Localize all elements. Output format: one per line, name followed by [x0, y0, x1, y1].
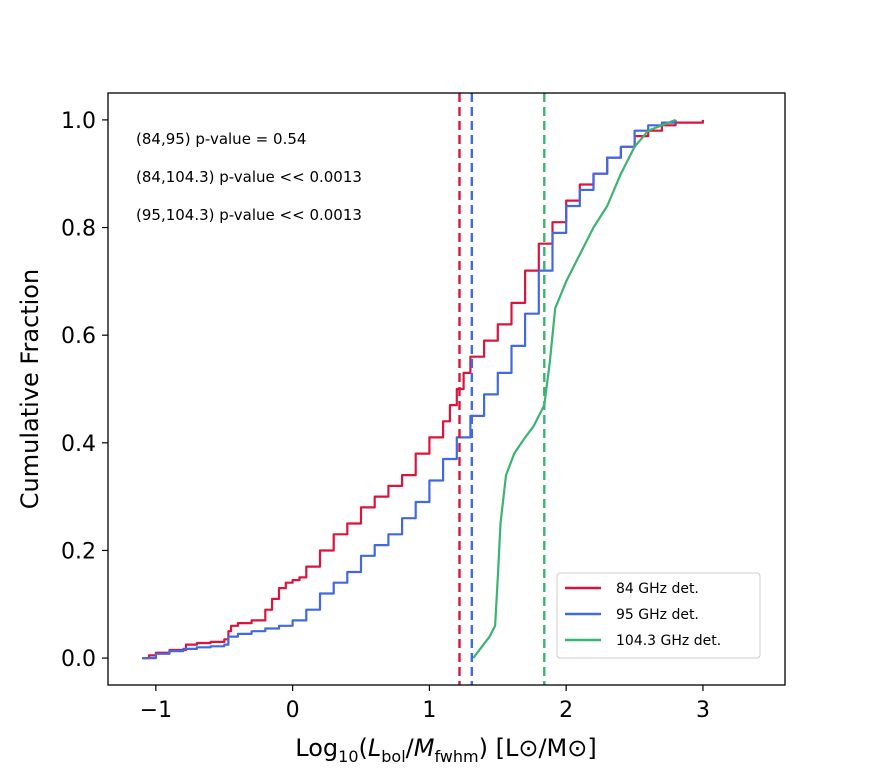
- y-axis-label: Cumulative Fraction: [16, 269, 44, 509]
- median-lines-layer: [458, 93, 546, 685]
- y-tick-label-0: 0.0: [61, 647, 96, 672]
- y-tick-label-1: 0.2: [61, 539, 96, 564]
- series-line-1: [142, 119, 677, 660]
- legend-label-84: 84 GHz det.: [616, 581, 699, 597]
- annotation-84-104: (84,104.3) p-value << 0.0013: [136, 168, 362, 186]
- y-tick-label-2: 0.4: [61, 432, 96, 457]
- y-tick-label-4: 0.8: [61, 217, 96, 242]
- legend-label-95: 95 GHz det.: [616, 607, 699, 623]
- x-axis-label: Log10(Lbol/Mfwhm) [L⊙/M⊙]: [295, 734, 596, 766]
- x-axis-ticks: −1 0 1 2 3: [140, 685, 710, 723]
- y-axis-ticks: 0.0 0.2 0.4 0.6 0.8 1.0: [61, 109, 108, 672]
- x-tick-label-2: 1: [422, 698, 436, 723]
- plot-frame: [107, 92, 786, 686]
- series-line-0: [142, 119, 704, 660]
- y-tick-label-5: 1.0: [61, 109, 96, 134]
- x-tick-label-1: 0: [286, 698, 300, 723]
- x-tick-label-3: 2: [559, 698, 573, 723]
- annotation-84-95: (84,95) p-value = 0.54: [136, 130, 306, 148]
- x-tick-label-4: 3: [696, 698, 710, 723]
- legend-label-104: 104.3 GHz det.: [616, 633, 721, 649]
- legend-box: [556, 572, 761, 659]
- y-tick-label-3: 0.6: [61, 324, 96, 349]
- annotation-95-104: (95,104.3) p-value << 0.0013: [136, 206, 362, 224]
- legend: 84 GHz det. 95 GHz det. 104.3 GHz det.: [556, 572, 761, 659]
- x-tick-label-0: −1: [140, 698, 172, 723]
